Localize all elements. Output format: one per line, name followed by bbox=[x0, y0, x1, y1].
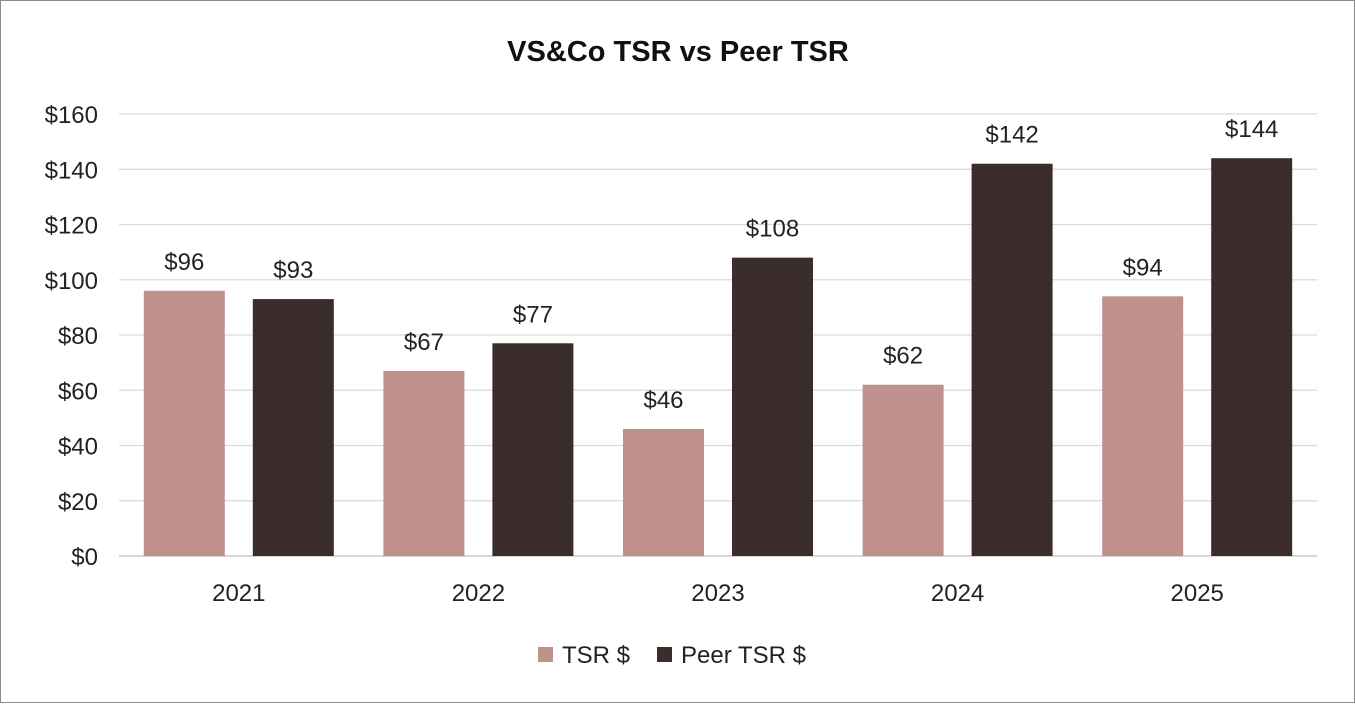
bar-tsr-2021 bbox=[143, 290, 225, 556]
data-label: $94 bbox=[1123, 254, 1163, 281]
legend-label: Peer TSR $ bbox=[681, 642, 806, 669]
bar-tsr-2023 bbox=[623, 428, 704, 556]
data-label: $144 bbox=[1225, 116, 1278, 143]
data-label: $108 bbox=[746, 216, 799, 243]
data-label: $62 bbox=[883, 343, 923, 370]
legend: TSR $ Peer TSR $ bbox=[538, 642, 806, 669]
x-tick-label: 2025 bbox=[1171, 580, 1224, 607]
data-label: $67 bbox=[404, 329, 444, 356]
y-tick-label: $100 bbox=[45, 268, 98, 295]
x-tick-label: 2022 bbox=[452, 580, 505, 607]
y-tick-label: $60 bbox=[58, 378, 98, 405]
data-label: $96 bbox=[164, 249, 204, 276]
y-tick-label: $0 bbox=[71, 544, 98, 571]
bar-peer-tsr-2024 bbox=[971, 163, 1053, 556]
x-tick-label: 2023 bbox=[691, 580, 744, 607]
legend-swatch bbox=[538, 647, 553, 662]
y-tick-label: $140 bbox=[45, 157, 98, 184]
bar-peer-tsr-2025 bbox=[1211, 158, 1293, 556]
bar-tsr-2024 bbox=[862, 384, 944, 556]
bar-peer-tsr-2023 bbox=[732, 257, 813, 556]
bar-tsr-2025 bbox=[1102, 296, 1184, 556]
y-tick-label: $80 bbox=[58, 323, 98, 350]
chart-title: VS&Co TSR vs Peer TSR bbox=[507, 36, 849, 68]
y-tick-label: $160 bbox=[45, 102, 98, 129]
y-tick-label: $20 bbox=[58, 489, 98, 516]
bars: $96 $93 $67 $77 $46 $108 $62 $142 $94 $144 bbox=[143, 116, 1293, 556]
y-axis: $0 $20 $40 $60 $80 $100 $120 $140 $160 bbox=[45, 102, 98, 571]
legend-swatch bbox=[657, 647, 672, 662]
legend-label: TSR $ bbox=[562, 642, 630, 669]
data-label: $77 bbox=[513, 301, 553, 328]
data-label: $46 bbox=[643, 387, 683, 414]
data-label: $93 bbox=[273, 257, 313, 284]
data-label: $142 bbox=[985, 122, 1038, 149]
y-tick-label: $40 bbox=[58, 434, 98, 461]
bar-tsr-2022 bbox=[383, 370, 465, 556]
bar-peer-tsr-2022 bbox=[492, 343, 574, 556]
bar-peer-tsr-2021 bbox=[252, 299, 334, 556]
y-tick-label: $120 bbox=[45, 213, 98, 240]
x-tick-label: 2021 bbox=[212, 580, 265, 607]
x-axis: 2021 2022 2023 2024 2025 bbox=[212, 580, 1224, 607]
x-tick-label: 2024 bbox=[931, 580, 984, 607]
